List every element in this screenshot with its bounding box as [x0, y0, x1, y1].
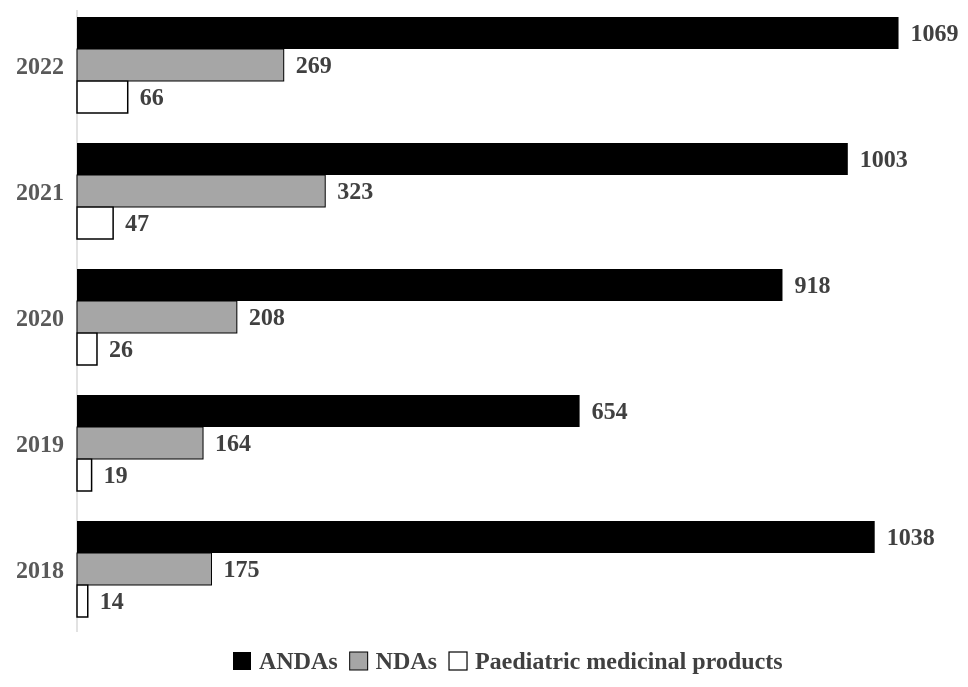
value-label-2021-andas: 1003 [860, 147, 908, 173]
value-label-2018-ndas: 175 [223, 557, 259, 583]
value-label-2020-ndas: 208 [249, 305, 285, 331]
legend-label-andas: ANDAs [259, 649, 338, 675]
legend-label-paediatric-medicinal-products: Paediatric medicinal products [475, 649, 783, 675]
bar-2018-andas [77, 521, 875, 553]
year-label-2021: 2021 [16, 180, 64, 206]
year-label-2018: 2018 [16, 558, 64, 584]
value-label-2021-ndas: 323 [337, 179, 373, 205]
bar-2020-paediatric-medicinal-products [76, 332, 98, 366]
legend-swatch-ndas [349, 651, 369, 671]
bar-2019-ndas [76, 426, 204, 460]
bar-2022-paediatric-medicinal-products [76, 80, 129, 114]
year-label-2019: 2019 [16, 432, 64, 458]
value-label-2018-andas: 1038 [887, 525, 935, 551]
bar-2020-andas [77, 269, 783, 301]
legend-swatch-andas [233, 652, 251, 670]
bar-2021-paediatric-medicinal-products [76, 206, 114, 240]
legend-label-ndas: NDAs [376, 649, 437, 675]
bar-2021-ndas [76, 174, 326, 208]
value-label-2022-paediatric-medicinal-products: 66 [140, 85, 164, 111]
bars-layer [76, 17, 899, 618]
bar-2022-ndas [76, 48, 285, 82]
value-label-2019-ndas: 164 [215, 431, 251, 457]
legend: ANDAs NDAs Paediatric medicinal products [233, 649, 783, 675]
value-label-2022-andas: 1069 [911, 21, 959, 47]
bar-2018-ndas [76, 552, 212, 586]
value-label-2018-paediatric-medicinal-products: 14 [100, 589, 124, 615]
bar-2019-paediatric-medicinal-products [76, 458, 93, 492]
year-label-2022: 2022 [16, 54, 64, 80]
value-label-2019-andas: 654 [592, 399, 628, 425]
value-label-2020-andas: 918 [794, 273, 830, 299]
value-label-2021-paediatric-medicinal-products: 47 [125, 211, 149, 237]
bar-2021-andas [77, 143, 848, 175]
value-label-2020-paediatric-medicinal-products: 26 [109, 337, 133, 363]
bar-2019-andas [77, 395, 580, 427]
value-label-2022-ndas: 269 [296, 53, 332, 79]
value-label-2019-paediatric-medicinal-products: 19 [104, 463, 128, 489]
bar-2022-andas [77, 17, 899, 49]
bar-2020-ndas [76, 300, 238, 334]
labels-layer: 2022 1069 269 66 2021 1003 323 47 2020 918 208 26 20… [16, 21, 959, 615]
bar-2018-paediatric-medicinal-products [76, 584, 89, 618]
year-label-2020: 2020 [16, 306, 64, 332]
legend-swatch-paediatric-medicinal-products [448, 651, 468, 671]
